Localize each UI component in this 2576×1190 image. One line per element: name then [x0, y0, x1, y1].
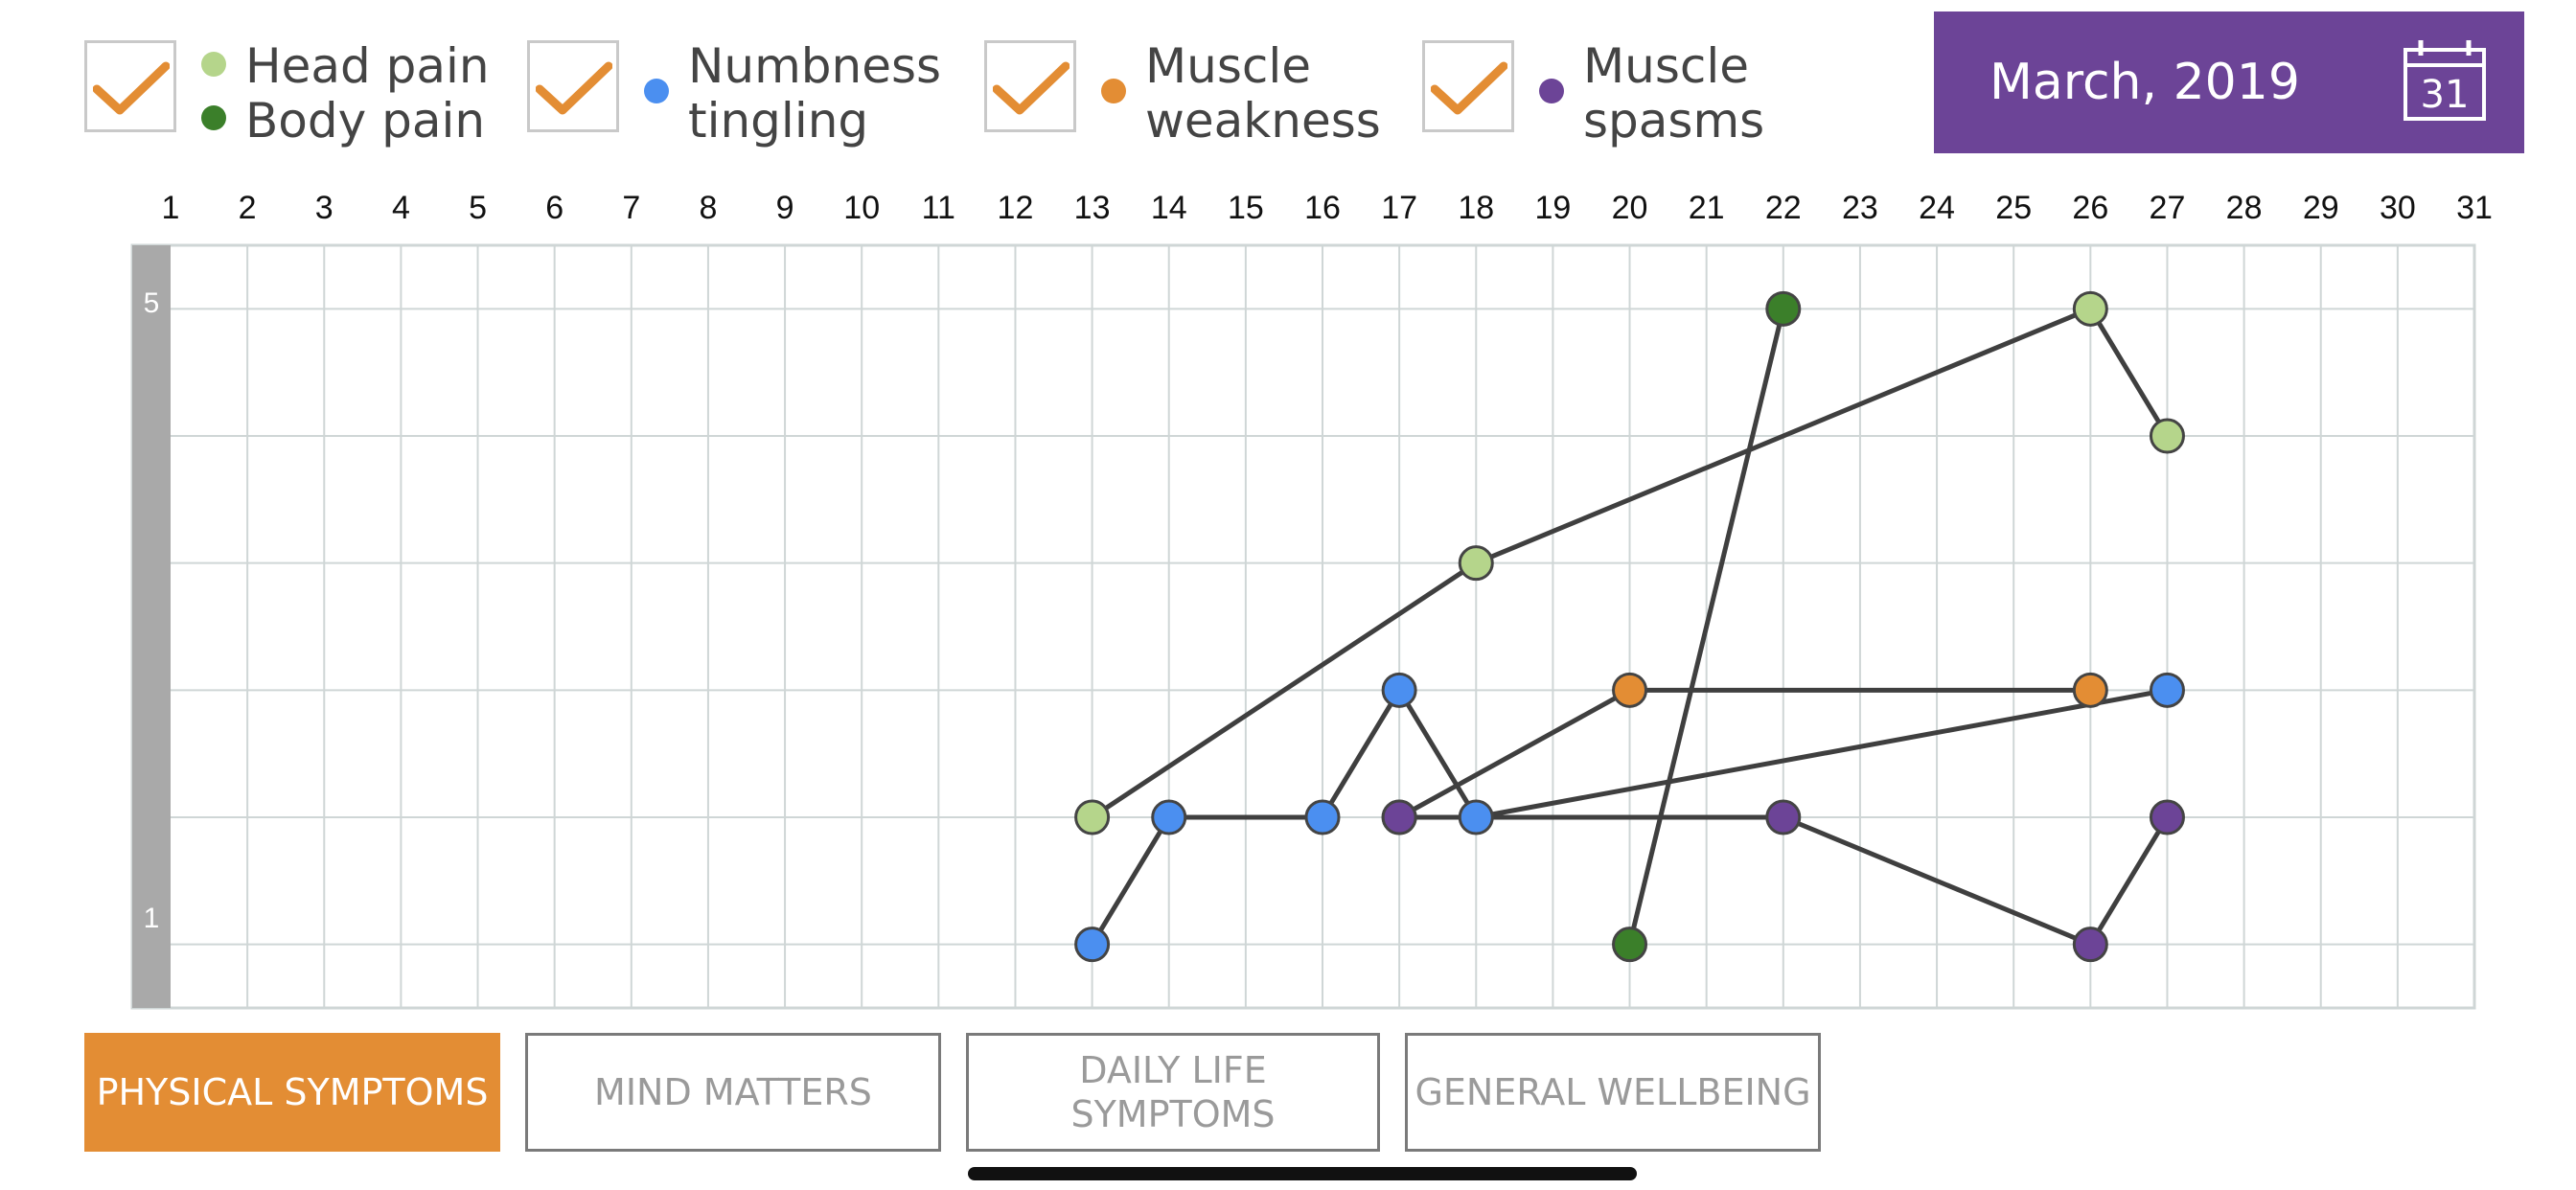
- checkmark-icon: [993, 61, 1070, 115]
- head-pain-dot: [201, 52, 226, 77]
- legend-label-muscle-weakness-1: Muscle: [1145, 38, 1312, 94]
- checkbox-muscle-weakness[interactable]: [984, 40, 1076, 132]
- legend-label-muscle-weakness-2: weakness: [1145, 93, 1381, 149]
- checkbox-head-body-pain[interactable]: [84, 40, 176, 132]
- chart-background: [130, 243, 2476, 1010]
- data-point: [1765, 290, 1802, 327]
- data-point: [2149, 418, 2185, 454]
- symptom-chart: 1 2 3 4 5 6 7 8 9 10 11 12 13 14 15 16 17 18 19 20 21 22 23 24 2…: [130, 190, 2493, 1010]
- data-point: [1074, 799, 1111, 835]
- data-point: [1381, 672, 1417, 708]
- tab-daily-life-symptoms[interactable]: DAILY LIFE SYMPTOMS: [966, 1033, 1380, 1152]
- x-tick-label: 15: [1228, 190, 1264, 226]
- x-tick-label: 2: [239, 190, 257, 226]
- x-tick-label: 13: [1074, 190, 1111, 226]
- data-point: [1458, 545, 1494, 582]
- x-tick-label: 25: [1995, 190, 2032, 226]
- data-point: [2149, 799, 2185, 835]
- x-tick-label: 23: [1842, 190, 1878, 226]
- legend-label-head-pain: Head pain: [245, 38, 490, 94]
- checkmark-icon: [536, 61, 612, 115]
- x-tick-label: 20: [1612, 190, 1648, 226]
- checkbox-numbness-tingling[interactable]: [527, 40, 619, 132]
- legend-label-muscle-spasms-2: spasms: [1583, 93, 1765, 149]
- x-tick-label: 3: [315, 190, 334, 226]
- data-point: [2149, 672, 2185, 708]
- x-tick-label: 10: [843, 190, 880, 226]
- checkmark-icon: [93, 61, 170, 115]
- data-point: [1381, 799, 1417, 835]
- x-tick-label: 4: [392, 190, 410, 226]
- x-tick-label: 1: [162, 190, 180, 226]
- x-tick-label: 5: [469, 190, 487, 226]
- muscle-spasms-dot: [1539, 79, 1564, 103]
- tab-mind-matters[interactable]: MIND MATTERS: [525, 1033, 941, 1152]
- month-selector[interactable]: March, 2019 31: [1934, 11, 2524, 153]
- series-line: [1090, 687, 2168, 946]
- x-tick-label: 19: [1534, 190, 1571, 226]
- calendar-day-text: 31: [2421, 73, 2470, 117]
- series-line: [1399, 814, 2170, 948]
- checkbox-muscle-spasms[interactable]: [1422, 40, 1514, 132]
- checkmark-icon: [1431, 61, 1507, 115]
- legend-label-body-pain: Body pain: [245, 93, 486, 149]
- numbness-dot: [644, 79, 669, 103]
- series-line: [1091, 306, 2170, 820]
- x-tick-label: 9: [776, 190, 794, 226]
- data-point: [1151, 799, 1187, 835]
- x-tick-label: 30: [2380, 190, 2416, 226]
- muscle-weakness-dot: [1101, 79, 1126, 103]
- x-tick-label: 6: [545, 190, 564, 226]
- data-point: [1304, 799, 1341, 835]
- data-point: [1612, 672, 1648, 708]
- x-tick-label: 8: [699, 190, 717, 226]
- month-label: March, 2019: [1990, 54, 2300, 111]
- calendar-icon: 31: [2404, 40, 2486, 121]
- data-point: [2072, 672, 2108, 708]
- y-tick-label: 5: [144, 287, 160, 319]
- x-tick-label: 26: [2072, 190, 2108, 226]
- data-point: [1074, 927, 1111, 963]
- tab-general-wellbeing[interactable]: GENERAL WELLBEING: [1405, 1033, 1821, 1152]
- x-tick-label: 7: [622, 190, 640, 226]
- legend-label-muscle-spasms-1: Muscle: [1583, 38, 1750, 94]
- x-tick-label: 22: [1765, 190, 1802, 226]
- data-point: [1612, 927, 1648, 963]
- x-tick-label: 31: [2456, 190, 2493, 226]
- data-point: [2072, 290, 2108, 327]
- x-tick-label: 21: [1689, 190, 1725, 226]
- x-tick-label: 18: [1458, 190, 1494, 226]
- x-tick-label: 12: [998, 190, 1034, 226]
- x-tick-label: 16: [1304, 190, 1341, 226]
- legend-label-tingling: tingling: [688, 93, 869, 149]
- x-tick-label: 11: [922, 190, 955, 226]
- x-tick-label: 29: [2303, 190, 2339, 226]
- data-point: [1458, 799, 1494, 835]
- series-line: [1627, 308, 1786, 946]
- x-tick-label: 27: [2150, 190, 2186, 226]
- x-tick-label: 28: [2226, 190, 2263, 226]
- home-indicator[interactable]: [968, 1167, 1637, 1180]
- legend-label-numbness: Numbness: [688, 38, 942, 94]
- data-point: [2072, 927, 2108, 963]
- y-tick-label: 1: [144, 903, 160, 934]
- body-pain-dot: [201, 105, 226, 130]
- y-axis-bar: [132, 245, 171, 1008]
- x-tick-label: 24: [1919, 190, 1955, 226]
- tab-physical-symptoms[interactable]: PHYSICAL SYMPTOMS: [84, 1033, 500, 1152]
- x-tick-label: 14: [1151, 190, 1187, 226]
- x-tick-label: 17: [1381, 190, 1417, 226]
- data-point: [1765, 799, 1802, 835]
